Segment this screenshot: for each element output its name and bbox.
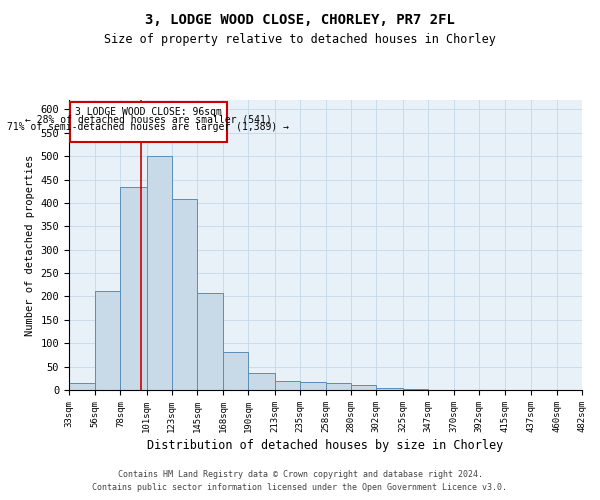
Bar <box>223 352 248 390</box>
Text: 71% of semi-detached houses are larger (1,389) →: 71% of semi-detached houses are larger (… <box>7 122 289 132</box>
Bar <box>69 383 95 390</box>
Bar <box>351 386 376 390</box>
Bar <box>326 384 351 390</box>
Bar <box>248 372 275 390</box>
Bar <box>403 389 428 390</box>
Bar <box>376 388 403 390</box>
Text: 3, LODGE WOOD CLOSE, CHORLEY, PR7 2FL: 3, LODGE WOOD CLOSE, CHORLEY, PR7 2FL <box>145 12 455 26</box>
Bar <box>197 292 223 390</box>
Bar <box>146 156 172 390</box>
Bar <box>121 186 146 390</box>
Text: Size of property relative to detached houses in Chorley: Size of property relative to detached ho… <box>104 32 496 46</box>
Text: ← 28% of detached houses are smaller (541): ← 28% of detached houses are smaller (54… <box>25 114 272 124</box>
Text: 3 LODGE WOOD CLOSE: 96sqm: 3 LODGE WOOD CLOSE: 96sqm <box>75 106 222 117</box>
Bar <box>95 292 121 390</box>
Bar <box>70 102 227 142</box>
Y-axis label: Number of detached properties: Number of detached properties <box>25 154 35 336</box>
Text: Contains public sector information licensed under the Open Government Licence v3: Contains public sector information licen… <box>92 484 508 492</box>
Bar <box>172 199 197 390</box>
Bar <box>275 381 300 390</box>
Bar <box>300 382 326 390</box>
X-axis label: Distribution of detached houses by size in Chorley: Distribution of detached houses by size … <box>148 439 503 452</box>
Text: Contains HM Land Registry data © Crown copyright and database right 2024.: Contains HM Land Registry data © Crown c… <box>118 470 482 479</box>
